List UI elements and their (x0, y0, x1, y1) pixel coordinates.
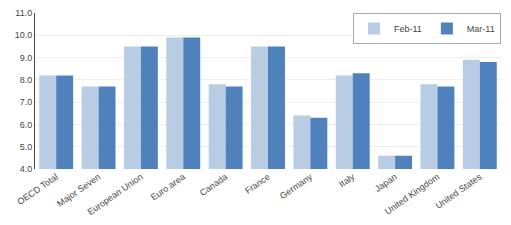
svg-text:Germany: Germany (278, 171, 314, 201)
svg-text:9.0: 9.0 (20, 53, 33, 63)
svg-text:Euro area: Euro area (149, 172, 187, 203)
svg-text:4.0: 4.0 (20, 164, 33, 174)
svg-text:France: France (243, 172, 272, 196)
svg-text:6.0: 6.0 (20, 120, 33, 130)
svg-text:11.0: 11.0 (15, 8, 32, 18)
svg-text:Japan: Japan (373, 172, 399, 194)
svg-text:United States: United States (434, 171, 484, 210)
svg-text:Major Seven: Major Seven (55, 172, 102, 209)
svg-text:OECD Total: OECD Total (15, 172, 60, 207)
svg-text:8.0: 8.0 (20, 75, 33, 85)
svg-text:Mar-11: Mar-11 (467, 24, 495, 34)
svg-text:Canada: Canada (198, 172, 230, 198)
svg-text:Italy: Italy (337, 171, 357, 189)
svg-text:Feb-11: Feb-11 (394, 24, 422, 34)
svg-text:European Union: European Union (86, 172, 145, 218)
svg-text:United Kingdom: United Kingdom (383, 172, 441, 217)
svg-text:10.0: 10.0 (15, 30, 33, 40)
svg-text:7.0: 7.0 (20, 97, 33, 107)
svg-text:5.0: 5.0 (20, 142, 33, 152)
